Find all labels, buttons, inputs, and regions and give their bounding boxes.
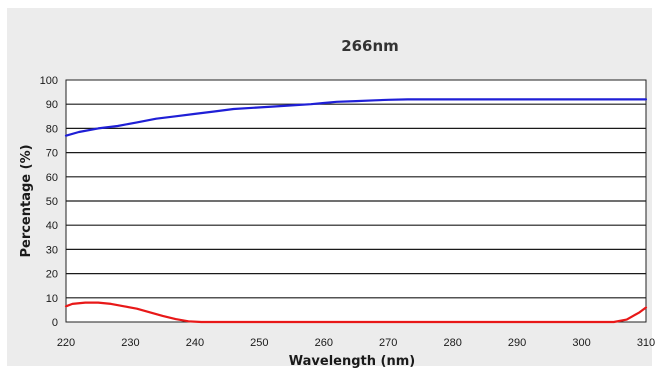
x-tick-label: 270 [379, 337, 397, 349]
y-tick-label: 30 [46, 244, 58, 256]
x-tick-label: 310 [637, 337, 655, 349]
x-axis-label: Wavelength (nm) [289, 354, 415, 369]
x-tick-label: 220 [57, 337, 75, 349]
x-tick-label: 240 [186, 337, 204, 349]
y-tick-label: 100 [40, 75, 58, 87]
x-tick-label: 230 [121, 337, 139, 349]
y-axis-ticks: 0 10 20 30 40 50 60 70 80 90 100 [40, 75, 58, 329]
x-tick-label: 250 [250, 337, 268, 349]
x-tick-label: 260 [315, 337, 333, 349]
y-tick-label: 40 [46, 220, 58, 232]
chart-title: 266nm [341, 37, 399, 55]
x-tick-label: 300 [572, 337, 590, 349]
y-tick-label: 10 [46, 293, 58, 305]
y-tick-label: 80 [46, 123, 58, 135]
y-tick-label: 50 [46, 196, 58, 208]
series-line-2 [64, 301, 648, 324]
gridlines [66, 103, 646, 299]
series-line-1 [64, 98, 648, 137]
x-tick-label: 280 [443, 337, 461, 349]
y-tick-label: 90 [46, 99, 58, 111]
y-tick-label: 60 [46, 172, 58, 184]
x-axis-ticks: 220 230 240 250 260 270 280 290 300 310 [57, 337, 655, 349]
series-layer [64, 98, 648, 324]
y-tick-label: 0 [52, 317, 58, 329]
y-tick-label: 70 [46, 148, 58, 160]
x-tick-label: 290 [508, 337, 526, 349]
y-axis-label: Percentage (%) [19, 144, 34, 257]
y-tick-label: 20 [46, 269, 58, 281]
